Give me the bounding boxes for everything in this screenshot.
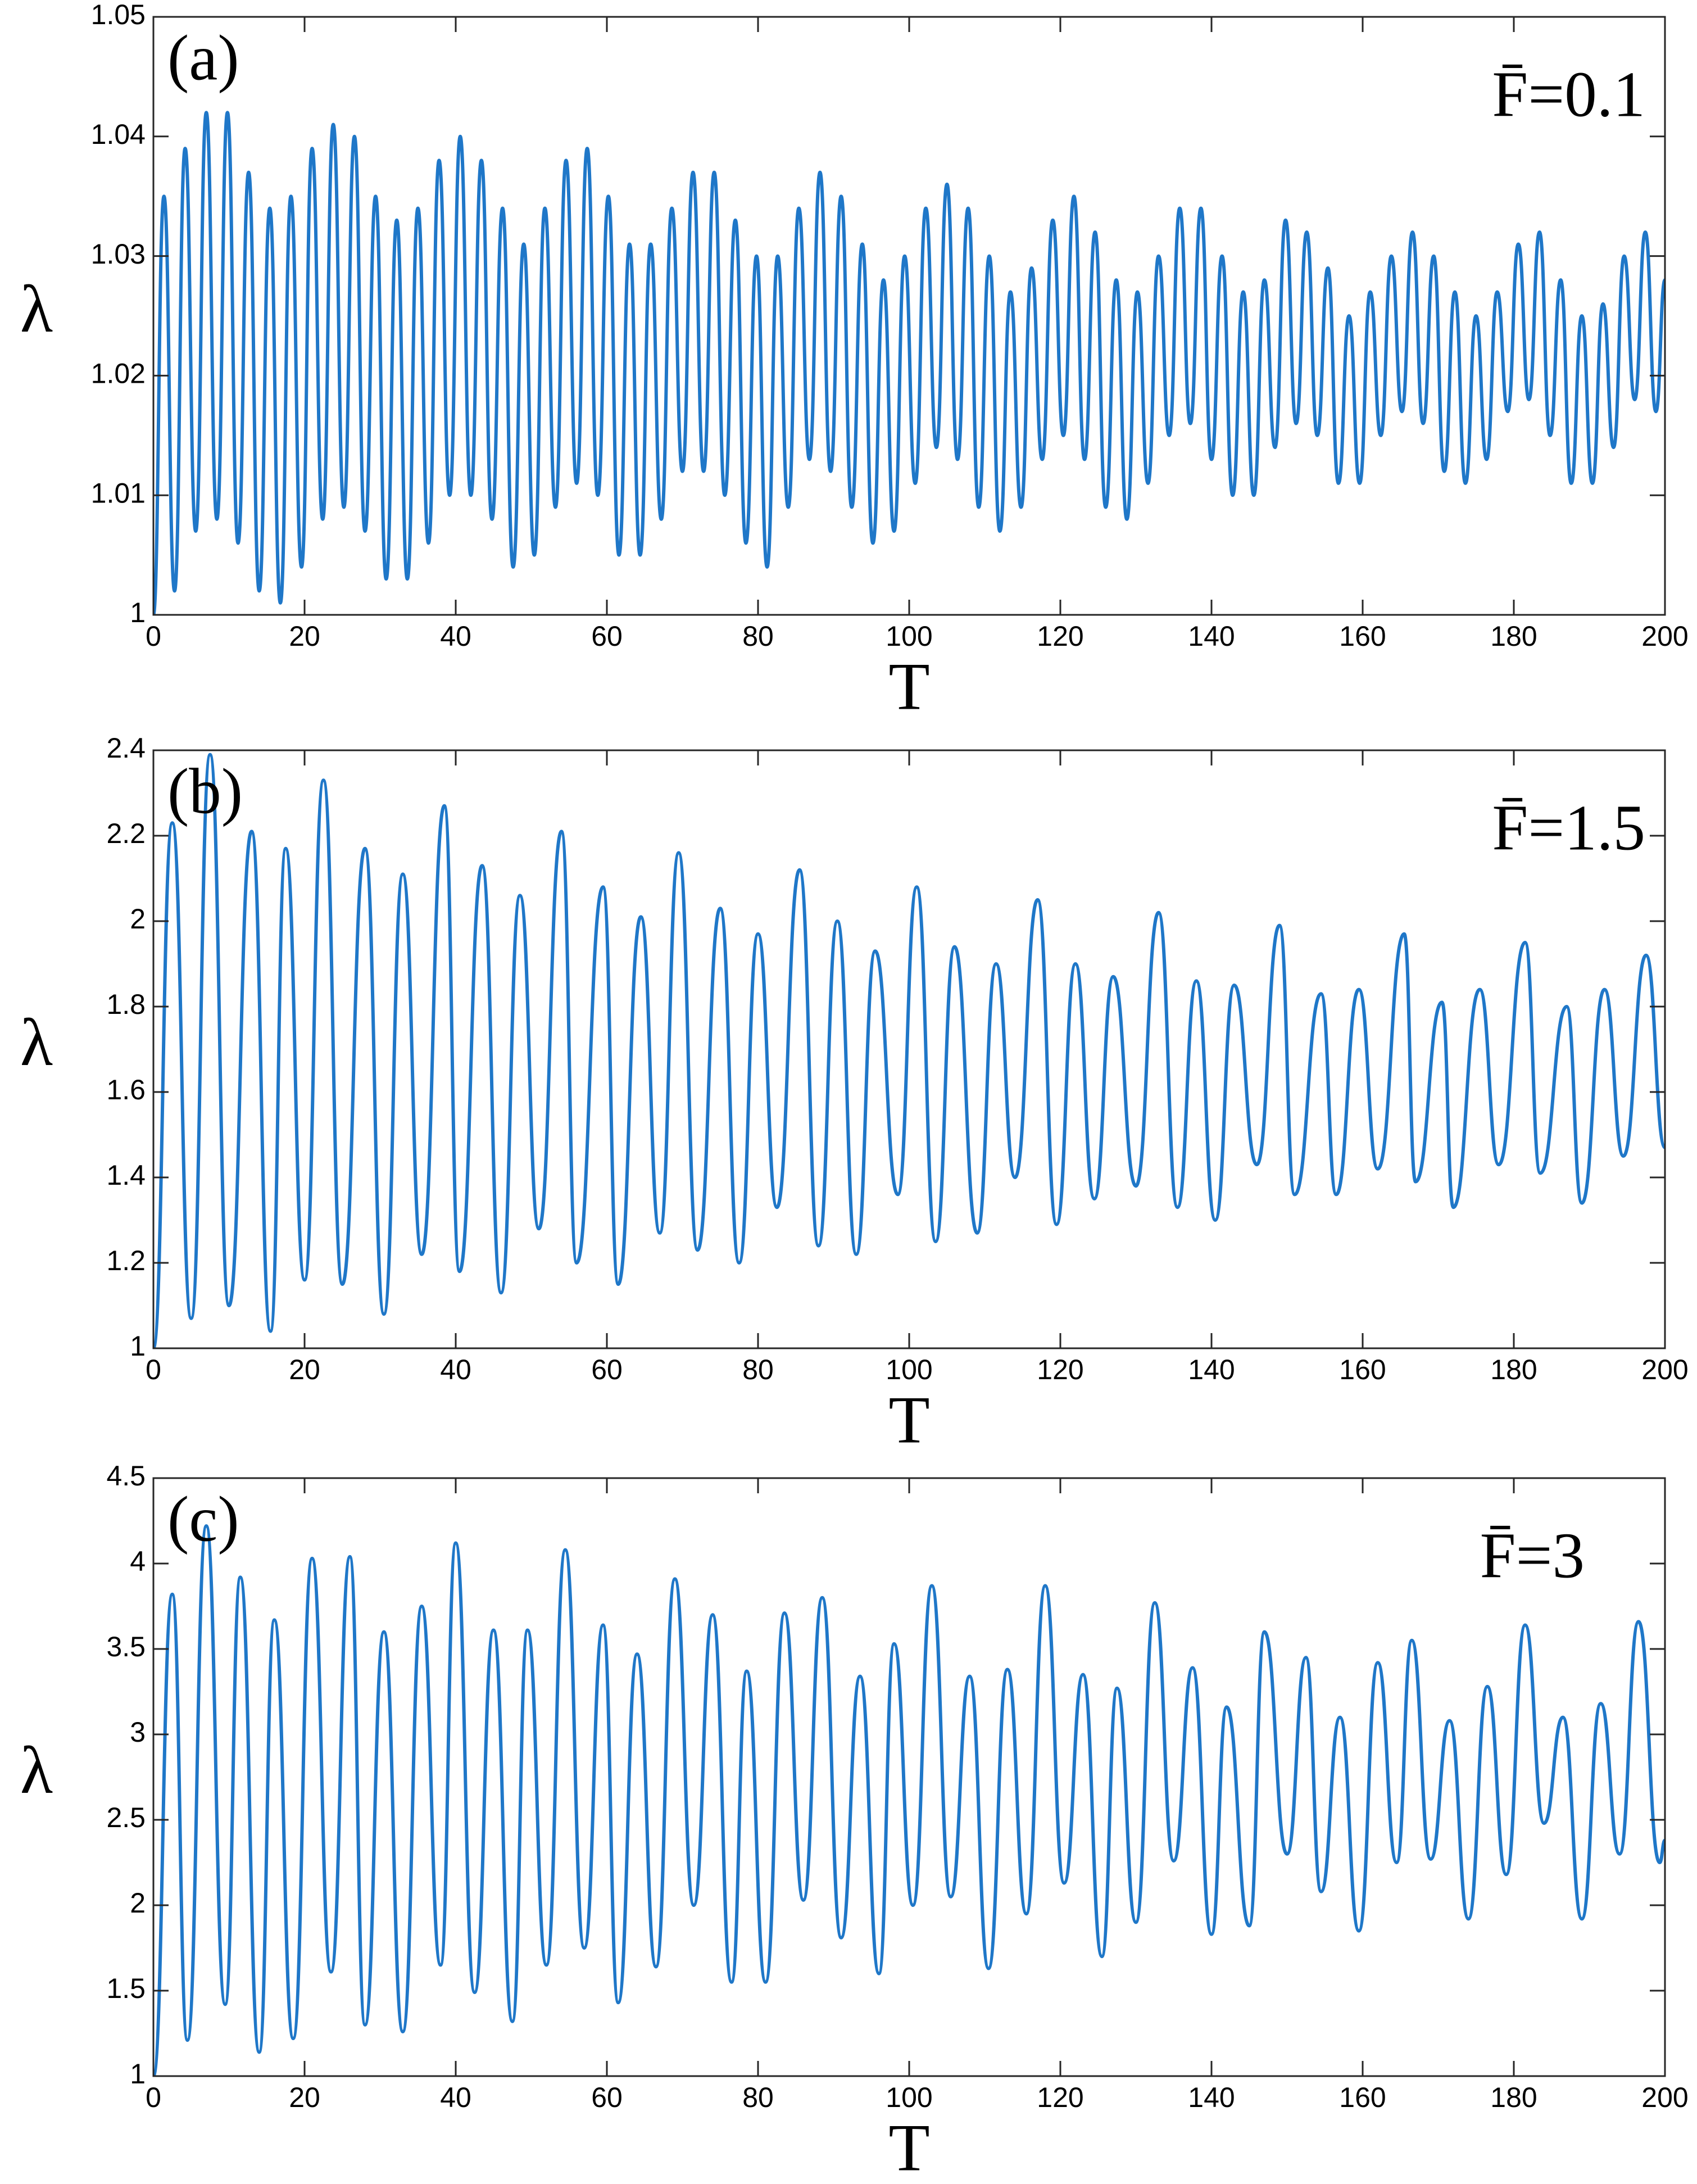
x-axis-label: T <box>888 649 929 724</box>
plot-area <box>153 750 1665 1348</box>
y-tick-label: 1 <box>130 597 146 628</box>
x-tick-label: 140 <box>1188 2082 1235 2113</box>
series-group <box>153 753 1665 1348</box>
y-tick-label: 2 <box>130 903 146 935</box>
y-tick-label: 1.6 <box>106 1074 146 1105</box>
x-tick-label: 100 <box>886 620 932 652</box>
x-tick-label: 160 <box>1339 620 1386 652</box>
x-tick-label: 200 <box>1641 2082 1688 2113</box>
y-tick-label: 1.4 <box>106 1159 146 1191</box>
x-tick-label: 60 <box>591 2082 623 2113</box>
x-tick-label: 180 <box>1490 620 1537 652</box>
y-tick-label: 1.2 <box>106 1245 146 1276</box>
x-tick-label: 80 <box>742 1354 774 1385</box>
x-tick-label: 200 <box>1641 1354 1688 1385</box>
y-tick-label: 2 <box>130 1887 146 1919</box>
y-tick-label: 1.05 <box>91 0 146 30</box>
x-tick-label: 60 <box>591 620 623 652</box>
y-tick-label: 1.5 <box>106 1973 146 2004</box>
y-axis-label: λ <box>20 1005 53 1080</box>
y-tick-label: 4 <box>130 1546 146 1577</box>
y-tick-label: 1 <box>130 2058 146 2090</box>
x-tick-label: 20 <box>289 1354 320 1385</box>
x-tick-label: 0 <box>146 620 161 652</box>
panel: 0 20 40 60 80 100 120 140 160 180 200 1 1.2 1.4 1.6 1.8… <box>20 732 1689 1457</box>
x-tick-label: 20 <box>289 2082 320 2113</box>
y-tick-label: 3.5 <box>106 1631 146 1662</box>
axes-box <box>152 16 1666 616</box>
panel-label: (b) <box>167 755 243 827</box>
data-line <box>153 753 1665 1348</box>
y-tick-label: 2.5 <box>106 1802 146 1833</box>
y-tick-label: 2.4 <box>106 732 146 764</box>
x-tick-label: 0 <box>146 2082 161 2113</box>
annotation: F̄=0.1 <box>1492 58 1645 130</box>
x-tick-label: 140 <box>1188 1354 1235 1385</box>
y-tick-label: 1.8 <box>106 989 146 1020</box>
x-tick-label: 80 <box>742 2082 774 2113</box>
series-group <box>153 111 1665 615</box>
y-tick-label: 1.02 <box>91 358 146 389</box>
plot-area <box>153 1478 1665 2076</box>
data-line <box>153 111 1665 615</box>
y-axis-label: λ <box>20 1733 53 1807</box>
annotation: F̄=3 <box>1480 1520 1585 1591</box>
panel-label: (a) <box>167 22 239 93</box>
y-tick-label: 1.04 <box>91 119 146 150</box>
y-tick-label: 1.03 <box>91 238 146 270</box>
y-tick-label: 2.2 <box>106 818 146 849</box>
x-tick-label: 200 <box>1641 620 1688 652</box>
panel: 0 20 40 60 80 100 120 140 160 180 200 1 1.01 1.02 1.03… <box>20 0 1689 724</box>
y-tick-label: 3 <box>130 1716 146 1748</box>
y-tick-label: 1 <box>130 1330 146 1362</box>
x-tick-label: 180 <box>1490 2082 1537 2113</box>
x-tick-label: 40 <box>440 2082 471 2113</box>
x-tick-label: 20 <box>289 620 320 652</box>
annotation: F̄=1.5 <box>1492 792 1645 863</box>
x-axis-label: T <box>888 2110 929 2184</box>
x-tick-label: 60 <box>591 1354 623 1385</box>
series-group <box>153 1524 1665 2076</box>
x-tick-label: 40 <box>440 620 471 652</box>
x-tick-label: 180 <box>1490 1354 1537 1385</box>
x-tick-label: 0 <box>146 1354 161 1385</box>
x-tick-label: 100 <box>886 2082 932 2113</box>
panel-label: (c) <box>167 1483 239 1555</box>
x-tick-label: 100 <box>886 1354 932 1385</box>
x-tick-label: 160 <box>1339 2082 1386 2113</box>
x-axis-label: T <box>888 1383 929 1457</box>
x-tick-label: 140 <box>1188 620 1235 652</box>
x-tick-label: 120 <box>1037 2082 1083 2113</box>
y-tick-label: 1.01 <box>91 477 146 509</box>
axes-box <box>152 1477 1666 2077</box>
y-tick-label: 4.5 <box>106 1460 146 1492</box>
x-tick-label: 120 <box>1037 620 1083 652</box>
x-tick-label: 80 <box>742 620 774 652</box>
axes-box <box>152 749 1666 1349</box>
panel: 0 20 40 60 80 100 120 140 160 180 200 1 1.5 2 2.5 3 3.5 4… <box>20 1460 1689 2184</box>
data-line <box>153 1524 1665 2076</box>
y-axis-label: λ <box>20 271 53 346</box>
x-tick-label: 160 <box>1339 1354 1386 1385</box>
x-tick-label: 120 <box>1037 1354 1083 1385</box>
x-tick-label: 40 <box>440 1354 471 1385</box>
